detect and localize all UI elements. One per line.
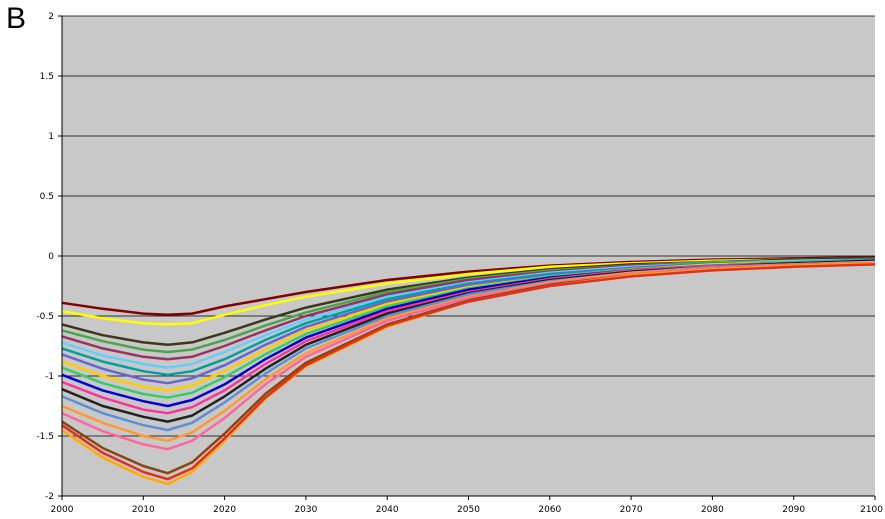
y-tick-label: 0.5 bbox=[40, 192, 54, 202]
series-line-19 bbox=[61, 263, 876, 481]
series-layer bbox=[61, 255, 876, 486]
x-tick-label: 2050 bbox=[457, 505, 480, 515]
x-tick-label: 2040 bbox=[376, 505, 399, 515]
x-tick-label: 2090 bbox=[782, 505, 805, 515]
y-tick-label: 0 bbox=[48, 252, 54, 262]
x-tick-label: 2020 bbox=[213, 505, 236, 515]
x-tick-label: 2030 bbox=[294, 505, 317, 515]
x-tick-label: 2100 bbox=[860, 505, 883, 515]
y-tick-label: -2 bbox=[45, 492, 54, 502]
x-tick-label: 2080 bbox=[701, 505, 724, 515]
y-tick-label: 2 bbox=[48, 12, 54, 22]
y-tick-label: -1.5 bbox=[36, 432, 54, 442]
y-tick-label: -1 bbox=[45, 372, 54, 382]
x-tick-label: 2010 bbox=[132, 505, 155, 515]
tick-labels: 2 1.5 1 0.5 0 -0.5 -1 -1.5 -2 2000 2010 2020 2030 204… bbox=[36, 12, 883, 515]
axes bbox=[58, 15, 876, 500]
y-tick-label: 1.5 bbox=[40, 72, 54, 82]
x-tick-label: 2000 bbox=[51, 505, 74, 515]
x-tick-label: 2060 bbox=[538, 505, 561, 515]
y-tick-label: 1 bbox=[48, 132, 54, 142]
y-tick-label: -0.5 bbox=[36, 312, 54, 322]
x-tick-label: 2070 bbox=[620, 505, 643, 515]
panel-label: B bbox=[6, 2, 27, 35]
